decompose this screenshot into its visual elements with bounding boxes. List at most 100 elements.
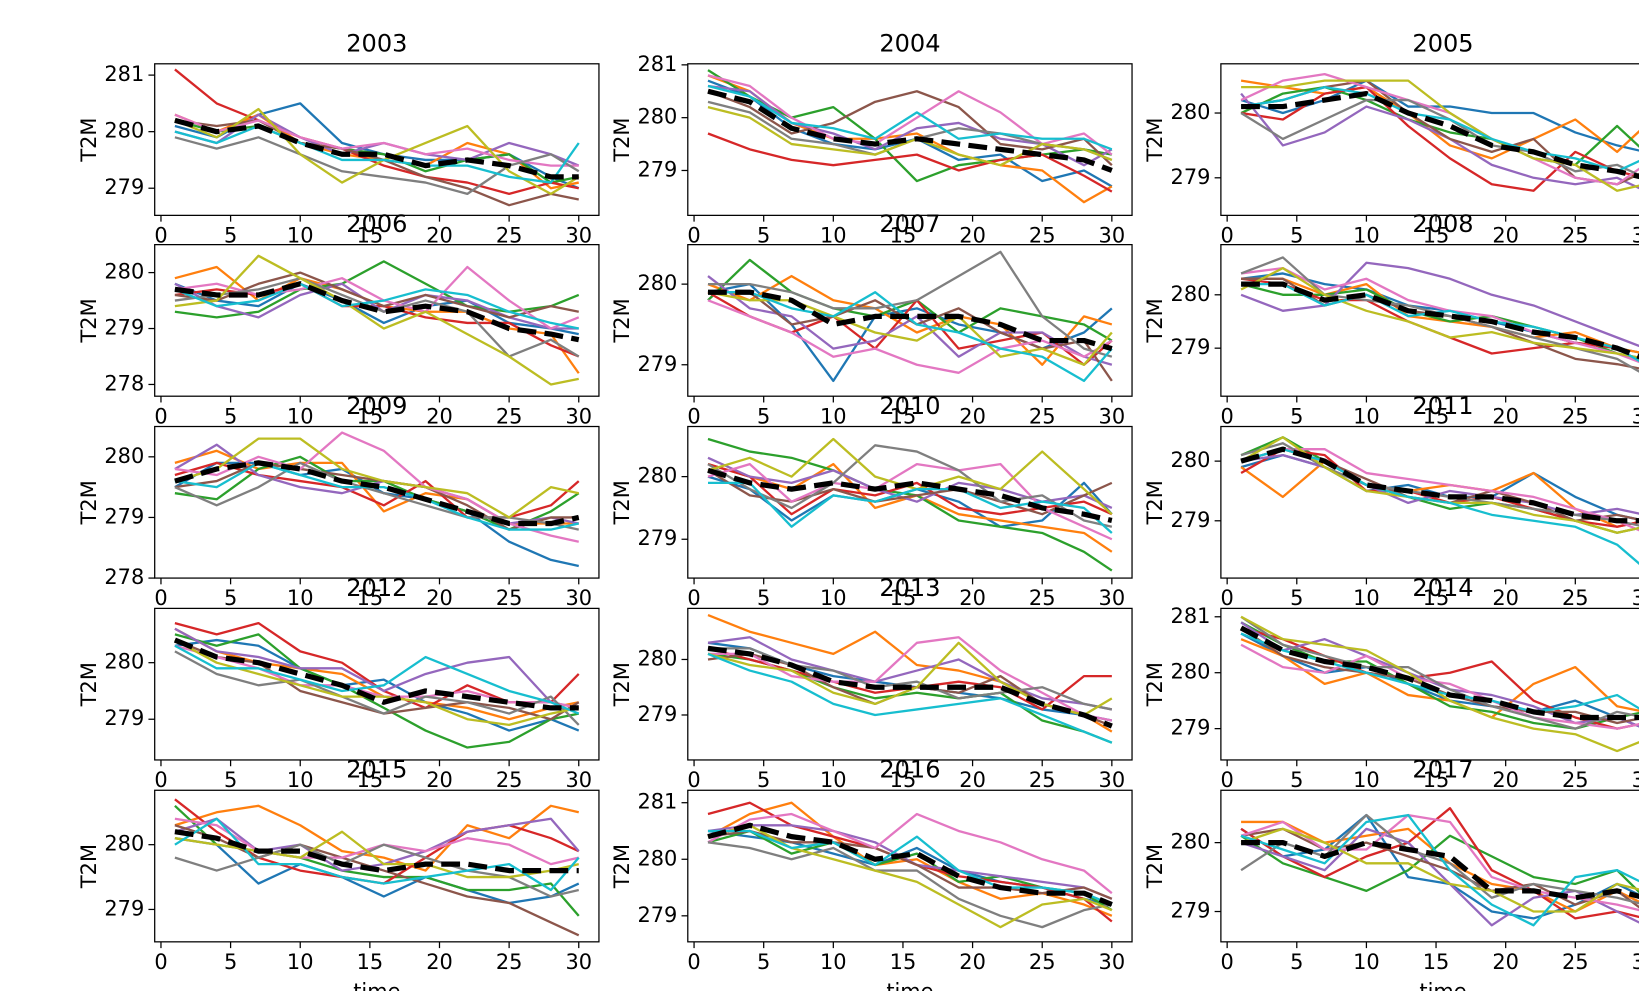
x-tick-label: 10 bbox=[1353, 404, 1380, 428]
y-tick-label: 280 bbox=[1171, 448, 1211, 472]
series-line bbox=[707, 812, 1113, 895]
x-tick-label: 30 bbox=[565, 224, 592, 248]
x-tick-label: 20 bbox=[426, 768, 453, 792]
x-tick-label: 0 bbox=[154, 586, 167, 610]
x-tick-label: 15 bbox=[1423, 224, 1450, 248]
x-tick-label: 20 bbox=[959, 950, 986, 974]
x-tick-label: 30 bbox=[565, 586, 592, 610]
x-tick-label: 0 bbox=[1221, 768, 1234, 792]
y-axis-label: T2M bbox=[1143, 480, 1167, 525]
y-tick-label: 279 bbox=[1171, 335, 1211, 359]
y-tick-label: 281 bbox=[637, 52, 677, 76]
x-tick-label: 15 bbox=[357, 586, 384, 610]
x-tick-label: 30 bbox=[1099, 224, 1126, 248]
x-tick-label: 5 bbox=[224, 586, 237, 610]
x-tick-label: 15 bbox=[1423, 404, 1450, 428]
x-tick-label: 30 bbox=[1632, 950, 1639, 974]
axes-frame bbox=[1220, 244, 1639, 397]
x-tick-label: 30 bbox=[1099, 950, 1126, 974]
series-line bbox=[174, 837, 580, 905]
subplot-title: 2015 bbox=[346, 756, 407, 784]
subplot-title: 2016 bbox=[879, 756, 940, 784]
series-line bbox=[707, 84, 1113, 151]
subplot-title: 2005 bbox=[1412, 29, 1473, 57]
series-line bbox=[174, 817, 580, 892]
series-line bbox=[707, 74, 1113, 156]
y-tick-label: 280 bbox=[637, 271, 677, 295]
x-tick-label: 5 bbox=[1290, 950, 1303, 974]
axes-frame bbox=[154, 425, 600, 579]
x-tick-label: 10 bbox=[1353, 768, 1380, 792]
subplot-title: 2017 bbox=[1412, 756, 1473, 784]
y-tick-label: 280 bbox=[104, 119, 144, 143]
subplot-title: 2008 bbox=[1412, 210, 1473, 238]
subplot-title: 2013 bbox=[879, 574, 940, 602]
series-line bbox=[707, 824, 1113, 929]
series-line bbox=[174, 277, 580, 358]
subplot-title: 2014 bbox=[1412, 574, 1473, 602]
y-axis-label: T2M bbox=[77, 844, 101, 889]
x-tick-label: 0 bbox=[687, 586, 700, 610]
x-tick-label: 0 bbox=[687, 404, 700, 428]
series-line bbox=[174, 639, 579, 727]
series-line bbox=[174, 117, 579, 180]
series-line bbox=[1241, 90, 1639, 180]
x-tick-label: 5 bbox=[1290, 404, 1303, 428]
series-line bbox=[174, 124, 580, 184]
series-line bbox=[174, 650, 580, 726]
x-tick-label: 10 bbox=[287, 224, 314, 248]
series-line bbox=[707, 88, 1113, 173]
y-tick-label: 279 bbox=[637, 702, 677, 726]
series-line bbox=[707, 467, 1113, 524]
subplot-title: 2007 bbox=[879, 210, 940, 238]
axes-frame bbox=[1220, 63, 1639, 216]
series-line bbox=[707, 829, 1113, 906]
y-tick-label: 278 bbox=[104, 565, 144, 589]
subplot-title: 2010 bbox=[879, 392, 940, 420]
y-tick-label: 280 bbox=[104, 260, 144, 284]
x-tick-label: 5 bbox=[757, 950, 770, 974]
x-tick-label: 0 bbox=[1221, 224, 1234, 248]
series-line bbox=[1240, 446, 1639, 524]
series-line bbox=[1240, 813, 1639, 927]
y-tick-label: 279 bbox=[1171, 899, 1211, 923]
x-tick-label: 20 bbox=[959, 768, 986, 792]
series-line bbox=[1240, 834, 1639, 894]
axes-frame bbox=[154, 63, 600, 216]
series-line bbox=[707, 250, 1113, 358]
series-line bbox=[707, 801, 1113, 917]
y-tick-label: 279 bbox=[104, 706, 144, 730]
y-axis-label: T2M bbox=[77, 118, 101, 163]
subplot-title: 2003 bbox=[346, 29, 407, 57]
series-line bbox=[174, 460, 580, 527]
y-tick-label: 279 bbox=[637, 157, 677, 181]
y-axis-label: T2M bbox=[610, 118, 634, 163]
series-line bbox=[174, 824, 580, 937]
series-line bbox=[174, 68, 579, 196]
x-tick-label: 10 bbox=[287, 586, 314, 610]
series-line bbox=[707, 289, 1113, 352]
series-line bbox=[1240, 813, 1639, 905]
y-tick-label: 279 bbox=[637, 352, 677, 376]
axes-frame bbox=[154, 244, 600, 397]
x-tick-label: 20 bbox=[1492, 768, 1519, 792]
x-tick-label: 25 bbox=[496, 586, 523, 610]
x-tick-label: 30 bbox=[1632, 404, 1639, 428]
x-tick-label: 10 bbox=[287, 950, 314, 974]
subplot-title: 2011 bbox=[1412, 392, 1473, 420]
x-tick-label: 30 bbox=[565, 404, 592, 428]
axes-frame bbox=[687, 789, 1133, 943]
series-line bbox=[1239, 625, 1639, 721]
x-tick-label: 25 bbox=[1029, 950, 1056, 974]
y-tick-label: 279 bbox=[637, 903, 677, 927]
series-line bbox=[174, 281, 580, 343]
x-tick-label: 5 bbox=[757, 224, 770, 248]
series-line bbox=[1240, 827, 1639, 913]
x-tick-label: 5 bbox=[1290, 224, 1303, 248]
x-tick-label: 10 bbox=[1353, 224, 1380, 248]
series-line bbox=[174, 633, 579, 749]
x-tick-label: 30 bbox=[565, 768, 592, 792]
axes-frame bbox=[687, 607, 1133, 761]
x-tick-label: 20 bbox=[959, 404, 986, 428]
y-axis-label: T2M bbox=[77, 480, 101, 525]
